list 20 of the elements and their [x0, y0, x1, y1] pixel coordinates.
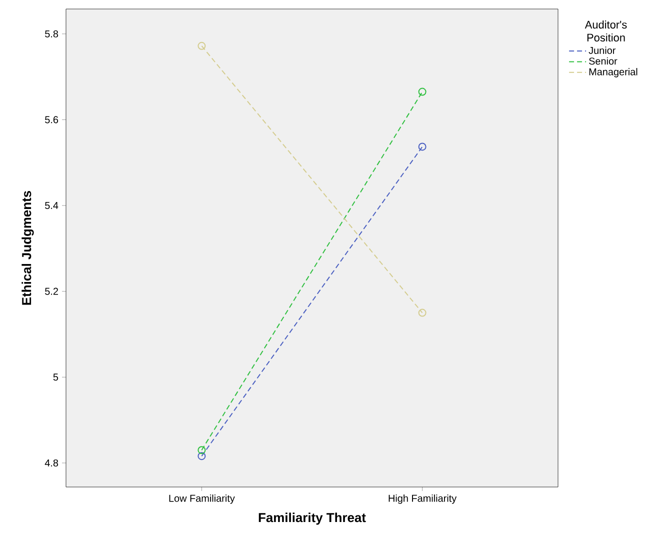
point — [198, 452, 206, 460]
legend-label: Managerial — [589, 68, 638, 78]
y-tick-label: 5 — [53, 374, 58, 381]
y-tick-label: 5.2 — [45, 288, 58, 295]
point — [418, 142, 426, 151]
y-axis-title: Ethical Judgments — [22, 190, 34, 305]
y-tick-label: 4.8 — [44, 459, 58, 466]
y-tick-label: 5.6 — [45, 116, 58, 124]
point — [198, 42, 206, 50]
y-tick-label: 5.4 — [45, 202, 58, 209]
legend-label: Senior — [589, 57, 618, 65]
point — [418, 308, 426, 317]
y-tick-label: 5.8 — [45, 30, 58, 38]
point — [418, 88, 426, 96]
x-tick-label: Low Familiarity — [169, 494, 235, 504]
legend-title: Auditor's Position — [584, 20, 627, 42]
x-tick-label: High Familiarity — [388, 494, 457, 504]
x-axis-title: Familiarity Threat — [258, 512, 366, 525]
legend-label: Junior — [588, 46, 616, 54]
point — [198, 446, 206, 454]
